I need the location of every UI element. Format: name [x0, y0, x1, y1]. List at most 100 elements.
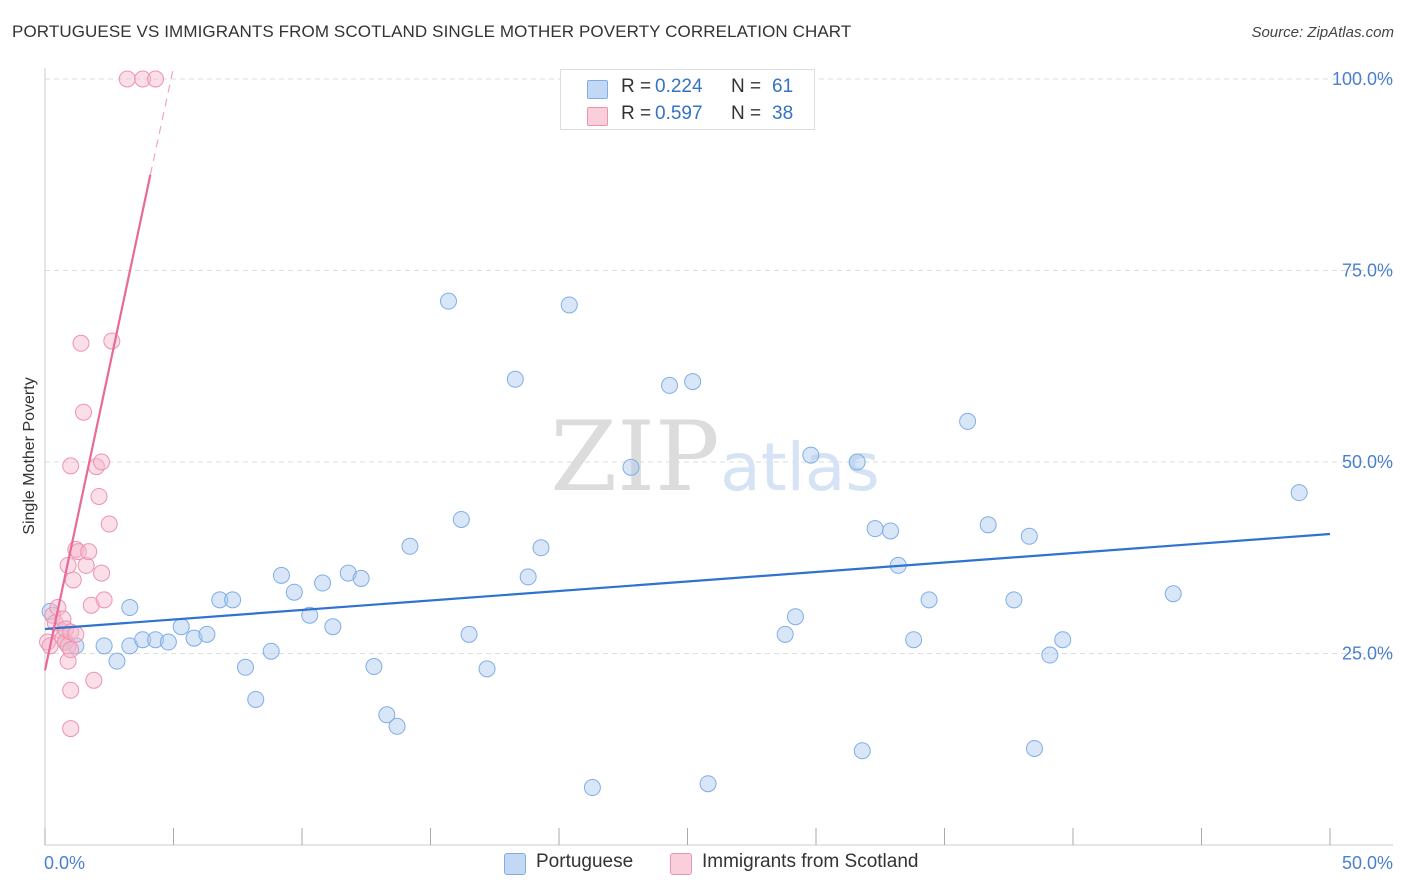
- axes: [44, 68, 1393, 846]
- scotland-point: [80, 543, 98, 561]
- scotland-swatch: [587, 107, 608, 126]
- portuguese-point: [314, 574, 332, 592]
- scotland-point: [72, 334, 90, 352]
- watermark-atlas: atlas: [720, 429, 880, 506]
- scotland-trend-line: [43, 174, 152, 671]
- portuguese-point: [95, 637, 113, 655]
- chart-title: PORTUGUESE VS IMMIGRANTS FROM SCOTLAND S…: [12, 22, 852, 41]
- portuguese-point: [1054, 631, 1072, 649]
- portuguese-point: [388, 717, 406, 735]
- portuguese-point: [478, 660, 496, 678]
- r-label: R =: [621, 103, 652, 124]
- scotland-point: [82, 596, 100, 614]
- portuguese-point: [848, 453, 866, 471]
- portuguese-point: [684, 373, 702, 391]
- portuguese-point: [622, 458, 640, 476]
- n-label: N =: [731, 76, 762, 97]
- r-value: 0.224: [655, 76, 703, 97]
- portuguese-point: [1041, 646, 1059, 664]
- scotland-point: [77, 556, 95, 574]
- r-label: R =: [621, 76, 652, 97]
- portuguese-point: [699, 775, 717, 793]
- portuguese-point: [776, 625, 794, 643]
- portuguese-point: [452, 510, 470, 528]
- portuguese-point: [378, 706, 396, 724]
- legend-item-scotland[interactable]: Immigrants from Scotland: [670, 851, 960, 877]
- scotland-point: [147, 70, 165, 88]
- trend-lines: [43, 67, 1331, 671]
- grid-lines: [45, 78, 1393, 654]
- scotland-trend-extension: [149, 67, 175, 175]
- scotland-point: [103, 332, 121, 350]
- portuguese-point: [959, 412, 977, 430]
- portuguese-point: [339, 564, 357, 582]
- scotland-point: [62, 641, 80, 659]
- scotland-point: [62, 457, 80, 475]
- portuguese-point: [506, 370, 524, 388]
- portuguese-point: [236, 658, 254, 676]
- x-tick-label: 0.0%: [44, 853, 85, 873]
- portuguese-point: [159, 633, 177, 651]
- portuguese-point: [802, 446, 820, 464]
- scotland-point: [67, 625, 85, 643]
- scotland-point: [85, 671, 103, 689]
- scotland-point: [134, 70, 152, 88]
- n-value: 61: [772, 76, 794, 97]
- portuguese-trend-line: [44, 532, 1331, 631]
- portuguese-point: [460, 625, 478, 643]
- portuguese-point: [272, 566, 290, 584]
- portuguese-point: [121, 599, 139, 617]
- scotland-point: [90, 487, 108, 505]
- portuguese-swatch: [587, 80, 608, 99]
- legend-item-portuguese[interactable]: Portuguese: [504, 851, 664, 877]
- portuguese-point: [108, 652, 126, 670]
- portuguese-point: [439, 292, 457, 310]
- portuguese-point: [352, 569, 370, 587]
- y-tick-label: 25.0%: [1342, 644, 1393, 664]
- watermark: ZIP atlas: [550, 401, 879, 513]
- portuguese-point: [224, 591, 242, 609]
- portuguese-point: [262, 642, 280, 660]
- scotland-legend-swatch: [670, 853, 692, 875]
- scotland-point: [93, 564, 111, 582]
- portuguese-point: [1290, 484, 1308, 502]
- portuguese-point: [147, 631, 165, 649]
- scotland-point: [100, 515, 118, 533]
- portuguese-point: [583, 779, 601, 797]
- x-tick-label: 50.0%: [1342, 853, 1393, 873]
- portuguese-point: [979, 516, 997, 534]
- portuguese-point: [853, 742, 871, 760]
- portuguese-point: [301, 606, 319, 624]
- n-label: N =: [731, 103, 762, 124]
- data-points: [39, 70, 1308, 797]
- scotland-point: [75, 403, 93, 421]
- y-tick-label: 75.0%: [1342, 261, 1393, 281]
- portuguese-point: [134, 631, 152, 649]
- tick-labels: 25.0% 50.0% 75.0% 100.0% 0.0% 50.0%: [44, 69, 1393, 873]
- scotland-point: [64, 571, 82, 589]
- scotland-point: [118, 70, 136, 88]
- portuguese-point: [211, 591, 229, 609]
- portuguese-point: [1020, 527, 1038, 545]
- scotland-point: [95, 591, 113, 609]
- portuguese-point: [185, 629, 203, 647]
- portuguese-point: [519, 568, 537, 586]
- legend-label: Immigrants from Scotland: [702, 851, 919, 872]
- portuguese-legend-swatch: [504, 853, 526, 875]
- scotland-point: [62, 720, 80, 738]
- n-value: 38: [772, 103, 794, 124]
- portuguese-point: [532, 539, 550, 557]
- portuguese-point: [172, 618, 190, 636]
- portuguese-point: [1025, 739, 1043, 757]
- y-axis-label: Single Mother Poverty: [21, 377, 38, 534]
- y-tick-label: 50.0%: [1342, 452, 1393, 472]
- portuguese-point: [285, 583, 303, 601]
- portuguese-point: [401, 537, 419, 555]
- portuguese-point: [198, 625, 216, 643]
- stats-legend: R = 0.224 N = 61 R = 0.597 N = 38: [560, 69, 815, 130]
- portuguese-point: [247, 690, 265, 708]
- portuguese-point: [882, 522, 900, 540]
- portuguese-point: [1005, 591, 1023, 609]
- portuguese-point: [786, 608, 804, 626]
